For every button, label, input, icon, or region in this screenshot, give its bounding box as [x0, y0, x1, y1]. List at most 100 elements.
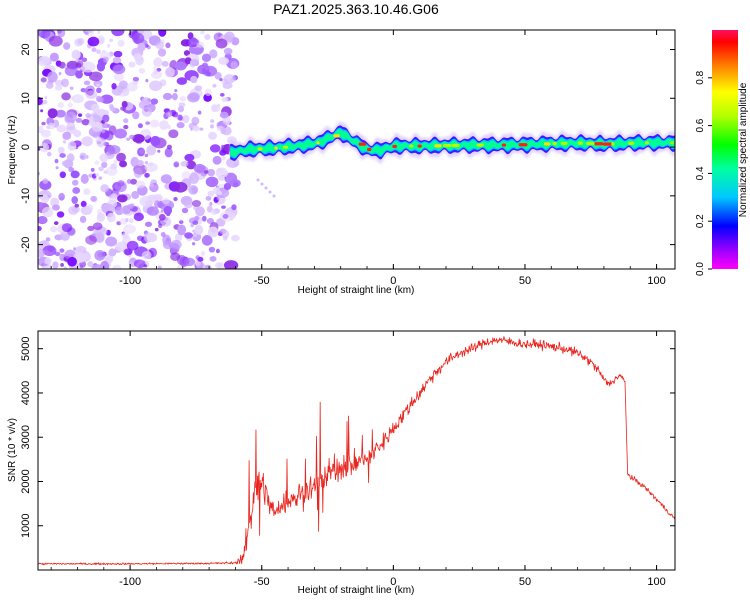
noise-blob [202, 62, 208, 68]
snr-x-label: Height of straight line (km) [298, 585, 415, 596]
noise-blob [194, 215, 200, 221]
noise-blob [173, 197, 178, 202]
noise-blob [141, 251, 152, 260]
noise-blob [109, 106, 117, 112]
spectrogram-y-label: Frequency (Hz) [7, 116, 18, 185]
snr-frame [37, 330, 676, 571]
noise-blob [106, 212, 116, 223]
noise-blob [38, 248, 45, 258]
noise-blob [145, 121, 150, 125]
noise-blob [58, 192, 65, 201]
noise-blob [170, 68, 175, 73]
frequency-track-peak [282, 145, 288, 149]
noise-blob [185, 160, 197, 170]
noise-blob [98, 166, 104, 172]
noise-blob [133, 259, 146, 268]
noise-blob [77, 113, 83, 117]
noise-blob [209, 255, 217, 262]
noise-blob [64, 66, 78, 77]
noise-blob [207, 168, 216, 177]
noise-blob [135, 180, 146, 189]
noise-blob [74, 203, 80, 208]
noise-blob [173, 181, 188, 193]
noise-blob [123, 124, 129, 130]
noise-blob [223, 47, 233, 55]
noise-blob [158, 223, 163, 229]
noise-blob [210, 124, 214, 129]
noise-blob [83, 88, 89, 94]
noise-blob [39, 142, 50, 153]
noise-blob [59, 153, 66, 158]
spectrogram-x-tick-label: -50 [254, 275, 270, 287]
noise-blob [182, 114, 190, 124]
noise-blob [184, 232, 193, 239]
colorbar-ticks: 0.0 0.2 0.4 0.6 0.8 [695, 70, 712, 276]
noise-blob [222, 81, 233, 90]
frequency-track-peak [577, 141, 584, 145]
noise-blob [96, 209, 102, 214]
noise-blob [161, 197, 170, 205]
noise-blob [100, 260, 110, 269]
noise-blob [38, 216, 48, 225]
noise-blob [95, 173, 100, 177]
noise-blob [167, 125, 171, 129]
noise-blob [75, 117, 83, 123]
noise-blob [130, 178, 138, 185]
frequency-track-peak [602, 142, 612, 146]
noise-blob [38, 147, 41, 151]
noise-blob [211, 104, 221, 113]
noise-blob [92, 222, 103, 231]
noise-blob [121, 232, 129, 240]
noise-blob [221, 205, 226, 209]
frequency-track-peak [451, 143, 460, 148]
noise-blob [231, 234, 240, 242]
noise-blob [137, 42, 146, 52]
frequency-track-peak [594, 142, 604, 146]
spectrogram-x-label: Height of straight line (km) [298, 285, 415, 296]
noise-blob [223, 74, 236, 84]
noise-blob [214, 72, 222, 80]
noise-blob [205, 196, 212, 201]
noise-blob [156, 67, 162, 72]
noise-blob [121, 100, 128, 108]
noise-blob [256, 178, 260, 182]
noise-blob [95, 95, 102, 102]
noise-blob [202, 65, 218, 77]
noise-blob [81, 119, 90, 126]
noise-blob [146, 232, 158, 243]
noise-blob [223, 260, 239, 269]
noise-blob [132, 76, 140, 82]
noise-blob [54, 84, 63, 91]
noise-blob [221, 144, 225, 149]
noise-blob [57, 146, 65, 154]
noise-blob [96, 87, 102, 94]
noise-blob [179, 96, 187, 102]
noise-blob [80, 61, 96, 73]
noise-blob [129, 134, 135, 140]
noise-blob [91, 263, 103, 269]
noise-blob [144, 162, 158, 173]
noise-blob [217, 190, 222, 196]
noise-blob [168, 129, 179, 139]
noise-blob [98, 176, 103, 180]
noise-blob [174, 61, 187, 71]
noise-blob [83, 188, 91, 195]
frequency-track-peak [670, 141, 674, 145]
noise-blob [81, 57, 88, 63]
noise-blob [41, 121, 46, 126]
noise-blob [157, 48, 167, 57]
frequency-track-peak [367, 147, 372, 152]
noise-blob [162, 240, 174, 250]
noise-blob [203, 170, 209, 174]
noise-blob [79, 215, 87, 224]
noise-blob [122, 88, 130, 97]
snr-x-tick-label: -100 [119, 576, 141, 588]
frequency-track-peak [417, 144, 422, 148]
noise-blob [219, 111, 229, 119]
noise-blob [49, 52, 59, 62]
noise-blob [212, 83, 217, 88]
colorbar-tick-label: 0.8 [695, 70, 706, 84]
noise-blob [99, 153, 108, 163]
noise-blob [196, 41, 205, 48]
noise-blob [131, 32, 145, 44]
